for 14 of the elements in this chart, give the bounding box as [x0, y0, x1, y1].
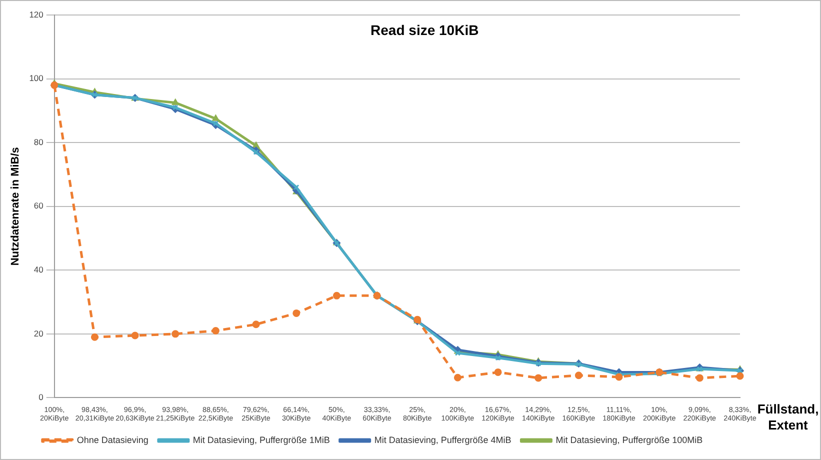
x-axis-title: Füllstand, Extent [757, 401, 819, 432]
legend-label: Mit Datasieving, Puffergröße 4MiB [374, 434, 512, 445]
legend-label: Mit Datasieving, Puffergröße 100MiB [556, 434, 703, 445]
y-axis-title: Nutzdatenrate in MiB/s [10, 147, 22, 266]
legend-label: Ohne Datasieving [76, 434, 148, 445]
y-tick-label: 60 [34, 200, 44, 211]
y-tick-label: 0 [38, 392, 44, 402]
y-tick-label: 40 [34, 264, 44, 274]
text: Read size 10KiB [370, 22, 479, 38]
y-tick-label: 80 [34, 136, 44, 147]
legend-label: Mit Datasieving, Puffergröße 1MiB [192, 434, 330, 445]
y-tick-label: 100 [29, 73, 44, 84]
y-tick-label: 20 [34, 328, 44, 338]
y-tick-label: 120 [29, 9, 44, 20]
